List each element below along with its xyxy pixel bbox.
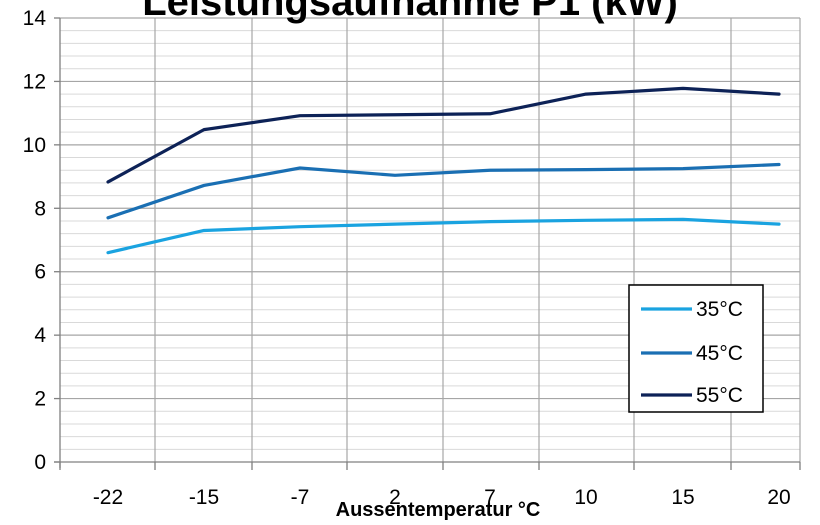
x-tick-label: 2	[389, 486, 401, 509]
chart-title: Leistungsaufnahme P1 (kW)	[142, 0, 678, 24]
series-line-55C	[106, 86, 781, 184]
x-tick-label: -7	[291, 486, 310, 509]
y-tick-label: 8	[34, 197, 46, 220]
y-tick-label: 4	[34, 324, 46, 347]
y-tick-label: 14	[23, 7, 47, 30]
legend-label: 45°C	[696, 342, 743, 365]
x-tick-label: 10	[574, 486, 597, 509]
legend-box	[628, 284, 764, 413]
legend-label: 55°C	[696, 384, 743, 407]
axes	[54, 17, 801, 470]
x-tick-label: -22	[93, 486, 123, 509]
series-lines	[106, 86, 781, 255]
y-tick-label: 6	[34, 261, 46, 284]
x-tick-label: 15	[671, 486, 694, 509]
series-line-45C	[106, 162, 781, 220]
legend: 35°C 45°C 55°C	[628, 284, 764, 413]
y-tick-labels: 0 2 4 6 8 10 12 14	[23, 7, 47, 474]
series-line-35C	[106, 217, 781, 255]
x-tick-label: -15	[189, 486, 219, 509]
y-tick-label: 12	[23, 70, 46, 93]
y-tick-label: 10	[23, 134, 46, 157]
x-tick-labels: -22 -15 -7 2 7 10 15 20	[93, 486, 791, 509]
x-axis-label: Aussentemperatur °C	[336, 499, 541, 521]
x-tick-label: 7	[484, 486, 496, 509]
legend-label: 35°C	[696, 298, 743, 321]
y-tick-label: 0	[34, 451, 46, 474]
minor-gridlines	[60, 30, 800, 450]
x-tick-label: 20	[767, 486, 790, 509]
y-tick-label: 2	[34, 388, 46, 411]
